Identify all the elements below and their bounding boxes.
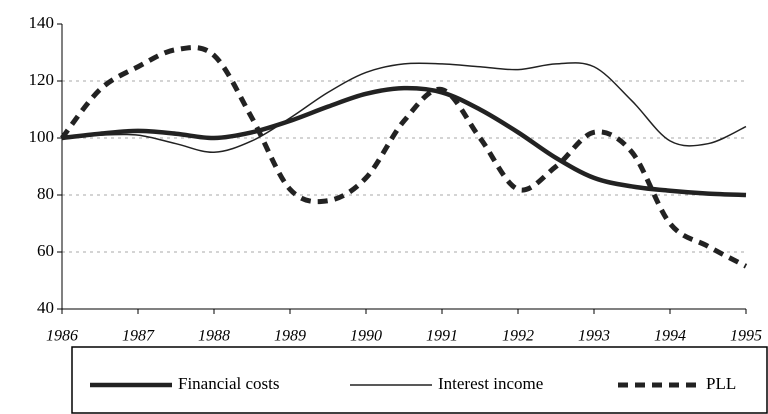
x-tick-label: 1986 [46,328,78,345]
legend-box [71,346,768,414]
y-tick-label: 100 [29,127,55,146]
x-tick-label: 1993 [578,328,610,345]
x-tick-label: 1990 [350,328,382,345]
legend-label: PLL [706,374,736,393]
x-tick-label: 1992 [502,328,534,345]
legend-label: Interest income [438,374,543,393]
series-line [61,62,747,154]
x-tick-label: 1988 [198,328,230,345]
series-line [60,45,748,269]
series-line [61,85,747,198]
y-tick-label: 120 [29,70,55,89]
x-tick-label: 1994 [654,328,686,345]
y-tick-label: 140 [29,13,55,32]
y-tick-label: 80 [37,184,54,203]
x-tick-label: 1991 [426,328,458,345]
x-tick-label: 1987 [122,328,155,345]
y-tick-label: 40 [37,298,54,317]
y-tick-label: 60 [37,241,54,260]
x-tick-label: 1995 [730,328,762,345]
x-tick-label: 1989 [274,328,306,345]
legend-label: Financial costs [178,374,280,393]
